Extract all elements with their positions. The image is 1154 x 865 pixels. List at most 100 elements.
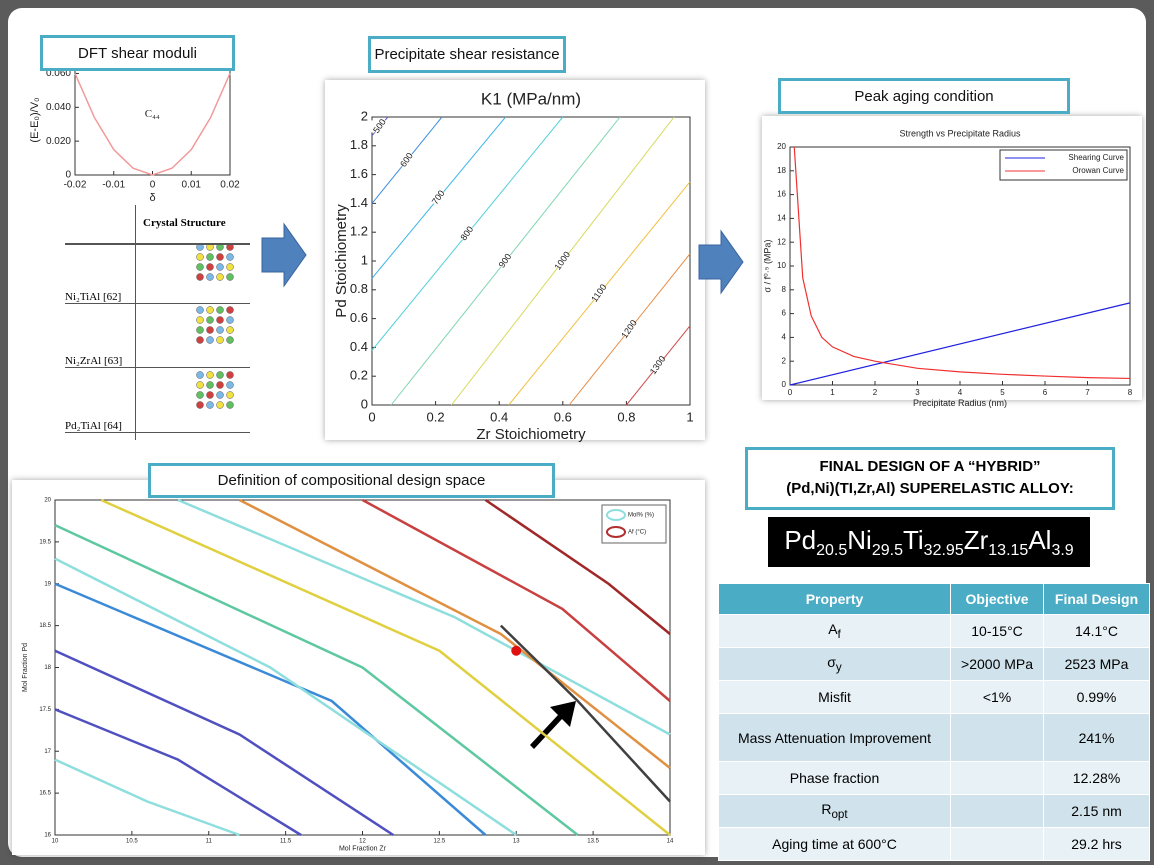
table-cell: Af [719, 615, 951, 648]
y-tick-label: 18 [44, 665, 51, 671]
cell-subscript: opt [831, 808, 847, 821]
crystal-header: Crystal Structure [143, 217, 226, 229]
x-tick-label: 0.6 [554, 409, 572, 424]
y-tick-label: 16 [777, 190, 786, 199]
x-tick-label: -0.01 [102, 180, 125, 191]
element: Pd [784, 525, 816, 555]
y-tick-label: 2 [361, 108, 368, 123]
line-series [790, 303, 1130, 385]
design-table: PropertyObjectiveFinal DesignAf10-15°C14… [718, 583, 1150, 861]
design-heading: FINAL DESIGN OF A “HYBRID” (Pd,Ni)(TI,Zr… [745, 447, 1115, 510]
plot-frame [372, 117, 690, 405]
cell-text: A [828, 621, 837, 637]
y-tick-label: 1.8 [350, 137, 368, 152]
table-cell: Phase fraction [719, 762, 951, 795]
header-row: PropertyObjectiveFinal Design [719, 584, 1150, 615]
table-cell: 29.2 hrs [1044, 828, 1150, 861]
y-tick-label: 1.6 [350, 166, 368, 181]
chart-title: Strength vs Precipitate Radius [899, 128, 1021, 138]
page: {"panels":{"dft":"DFT shear moduli","she… [0, 0, 1154, 865]
table-cell: 10-15°C [951, 615, 1044, 648]
element-count: 20.5 [816, 542, 847, 559]
element-count: 13.15 [988, 542, 1028, 559]
legend-label: Orowan Curve [1072, 166, 1124, 175]
table-row: Misfit<1%0.99% [719, 681, 1150, 714]
cell-text: R [821, 801, 831, 817]
table-cell: <1% [951, 681, 1044, 714]
y-tick-label: 14 [777, 214, 786, 223]
crystal-row: Ni₂ZrAl [63] [65, 355, 122, 367]
line-series [75, 73, 230, 175]
y-tick-label: 0 [361, 396, 368, 411]
x-tick-label: 10.5 [126, 839, 138, 845]
x-tick-label: 1 [686, 409, 693, 424]
legend-label: Shearing Curve [1068, 153, 1124, 162]
x-tick-label: 0.01 [182, 180, 202, 191]
y-axis-label: (E-E₀)/V₀ [29, 97, 41, 142]
x-tick-label: 13.5 [587, 839, 599, 845]
x-tick-label: -0.02 [64, 180, 87, 191]
element: Al [1028, 525, 1051, 555]
y-tick-label: 4 [782, 333, 787, 342]
x-tick-label: 0.8 [617, 409, 635, 424]
table-row: Phase fraction 12.28% [719, 762, 1150, 795]
x-tick-label: 1 [830, 388, 835, 397]
table-cell: 241% [1044, 714, 1150, 762]
column-header: Final Design [1044, 584, 1150, 615]
y-tick-label: 17.5 [39, 707, 51, 713]
table-cell [951, 828, 1044, 861]
table-cell: 2.15 nm [1044, 795, 1150, 828]
contour-line [101, 500, 670, 835]
table-cell: 12.28% [1044, 762, 1150, 795]
y-tick-label: 8 [782, 285, 787, 294]
marker [511, 646, 521, 656]
legend-label: Mol% (%) [628, 513, 654, 519]
chart-title: K1 (MPa/nm) [481, 89, 581, 108]
x-tick-label: 0.4 [490, 409, 508, 424]
y-tick-label: 10 [777, 261, 786, 270]
y-tick-label: 1.4 [350, 195, 368, 210]
contour-line [55, 651, 393, 835]
table-row: Ropt 2.15 nm [719, 795, 1150, 828]
heading-line: (Pd,Ni)(TI,Zr,Al) SUPERELASTIC ALLOY: [748, 478, 1112, 500]
table-cell: 14.1°C [1044, 615, 1150, 648]
y-tick-label: 1 [361, 252, 368, 267]
flow-arrow [262, 224, 306, 286]
panel-title: Precipitate shear resistance [368, 36, 566, 73]
table-cell: Mass Attenuation Improvement [719, 714, 951, 762]
y-tick-label: 18.5 [39, 623, 51, 629]
table-cell [951, 714, 1044, 762]
y-tick-label: 0.4 [350, 339, 368, 354]
y-tick-label: 17 [44, 749, 51, 755]
table-cell: >2000 MPa [951, 648, 1044, 681]
x-tick-label: 0 [788, 388, 793, 397]
annotation: C₄₄ [145, 108, 160, 120]
y-tick-label: 16 [44, 833, 51, 839]
contour-line [501, 626, 670, 802]
x-tick-label: 5 [1000, 388, 1005, 397]
element-count: 29.5 [872, 542, 903, 559]
y-tick-label: 0.8 [350, 281, 368, 296]
crystal-row: Pd₂TiAl [64] [65, 420, 122, 432]
x-tick-label: 14 [667, 839, 674, 845]
heading-line: FINAL DESIGN OF A “HYBRID” [748, 456, 1112, 478]
panel-title: Peak aging condition [778, 78, 1070, 114]
x-tick-label: 12 [359, 839, 366, 845]
table-cell: 0.99% [1044, 681, 1150, 714]
y-tick-label: 20 [44, 498, 51, 504]
table-row: Mass Attenuation Improvement 241% [719, 714, 1150, 762]
y-tick-label: 0.6 [350, 310, 368, 325]
y-tick-label: 19 [44, 581, 51, 587]
x-axis-label: Zr Stoichiometry [476, 426, 586, 443]
panel-title: Definition of compositional design space [148, 463, 555, 498]
alloy-formula: Pd20.5Ni29.5Ti32.95Zr13.15Al3.9 [768, 517, 1090, 567]
y-tick-label: 12 [777, 237, 786, 246]
element-count: 3.9 [1051, 542, 1073, 559]
y-tick-label: 0.2 [350, 368, 368, 383]
element: Ni [847, 525, 872, 555]
column-header: Property [719, 584, 951, 615]
element: Ti [903, 525, 924, 555]
y-tick-label: 2 [782, 356, 787, 365]
panel-title: DFT shear moduli [40, 35, 235, 71]
table-cell [951, 762, 1044, 795]
